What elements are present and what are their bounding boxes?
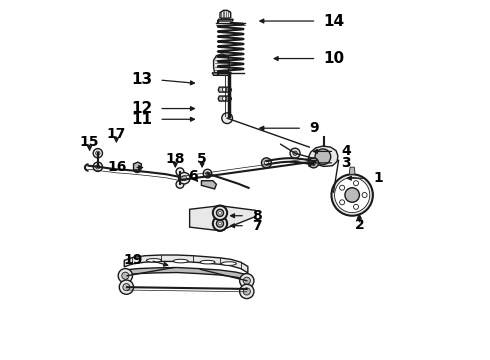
- Circle shape: [240, 274, 254, 288]
- Circle shape: [340, 200, 344, 205]
- Circle shape: [217, 220, 223, 227]
- Circle shape: [119, 280, 134, 294]
- Circle shape: [213, 216, 227, 231]
- Polygon shape: [124, 267, 249, 283]
- Polygon shape: [218, 19, 233, 21]
- Text: 14: 14: [323, 14, 344, 28]
- Circle shape: [243, 288, 250, 295]
- Circle shape: [178, 172, 190, 184]
- Circle shape: [217, 220, 223, 227]
- Polygon shape: [214, 54, 229, 73]
- Polygon shape: [309, 146, 338, 166]
- Circle shape: [203, 169, 212, 178]
- Ellipse shape: [200, 260, 215, 264]
- Polygon shape: [220, 10, 231, 18]
- Text: 2: 2: [354, 218, 364, 231]
- Circle shape: [353, 204, 359, 209]
- Circle shape: [331, 174, 373, 216]
- Text: 15: 15: [80, 135, 99, 149]
- Text: 11: 11: [131, 112, 152, 127]
- Circle shape: [340, 185, 344, 190]
- Circle shape: [315, 149, 331, 165]
- Polygon shape: [190, 206, 256, 231]
- Text: 16: 16: [108, 161, 127, 175]
- Circle shape: [219, 211, 221, 214]
- Polygon shape: [349, 167, 355, 174]
- Circle shape: [243, 277, 250, 284]
- Circle shape: [345, 188, 360, 202]
- Text: 10: 10: [323, 51, 344, 66]
- Text: 13: 13: [131, 72, 152, 87]
- Circle shape: [290, 148, 300, 158]
- Text: 6: 6: [188, 170, 198, 184]
- Circle shape: [240, 284, 254, 298]
- Text: 4: 4: [342, 144, 351, 158]
- Circle shape: [312, 161, 316, 165]
- Circle shape: [93, 162, 102, 171]
- Polygon shape: [218, 96, 231, 101]
- Text: 17: 17: [107, 127, 126, 141]
- Circle shape: [96, 165, 100, 169]
- Text: 18: 18: [166, 152, 185, 166]
- Polygon shape: [134, 162, 142, 170]
- Circle shape: [335, 177, 370, 213]
- Text: 3: 3: [342, 156, 351, 170]
- Circle shape: [123, 284, 130, 291]
- Ellipse shape: [221, 262, 237, 265]
- Circle shape: [222, 113, 232, 123]
- Ellipse shape: [147, 258, 161, 262]
- Text: 9: 9: [309, 121, 319, 135]
- Text: 19: 19: [124, 253, 143, 267]
- Circle shape: [219, 222, 221, 225]
- Text: 7: 7: [252, 219, 262, 233]
- Circle shape: [213, 216, 227, 231]
- Circle shape: [222, 87, 227, 92]
- Text: 1: 1: [373, 171, 383, 185]
- Circle shape: [293, 151, 297, 156]
- Circle shape: [222, 96, 227, 101]
- Polygon shape: [218, 87, 231, 92]
- Ellipse shape: [173, 259, 188, 263]
- Circle shape: [264, 161, 269, 165]
- Circle shape: [262, 158, 271, 168]
- Circle shape: [206, 172, 209, 175]
- Circle shape: [122, 272, 129, 279]
- Circle shape: [213, 206, 227, 220]
- Text: 8: 8: [252, 209, 262, 223]
- Circle shape: [362, 193, 367, 198]
- Circle shape: [217, 209, 223, 216]
- Circle shape: [118, 269, 132, 283]
- Circle shape: [217, 209, 223, 216]
- Circle shape: [309, 158, 318, 168]
- Circle shape: [213, 206, 227, 220]
- Polygon shape: [124, 255, 248, 273]
- Circle shape: [182, 176, 187, 181]
- Polygon shape: [212, 73, 230, 75]
- Circle shape: [353, 181, 359, 186]
- Circle shape: [219, 211, 221, 214]
- Circle shape: [93, 149, 102, 158]
- Circle shape: [176, 180, 184, 188]
- Polygon shape: [201, 181, 217, 189]
- Circle shape: [96, 151, 100, 156]
- Circle shape: [219, 222, 221, 225]
- Text: 12: 12: [131, 101, 152, 116]
- Text: 5: 5: [197, 152, 207, 166]
- Circle shape: [176, 168, 184, 176]
